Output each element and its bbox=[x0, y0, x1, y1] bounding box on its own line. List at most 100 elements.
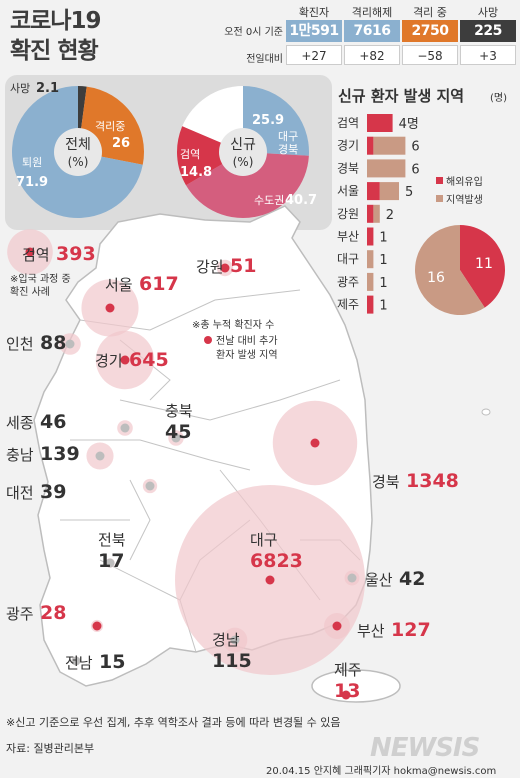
donut-slice-value: 26 bbox=[112, 136, 130, 151]
region-dot bbox=[171, 433, 181, 443]
legend-label: 지역발생 bbox=[446, 194, 483, 206]
bar-value-label: 1 bbox=[379, 299, 387, 314]
bar-value-label: 4명 bbox=[399, 117, 419, 132]
footnote: ※신고 기준으로 우선 집계, 추후 역학조사 결과 등에 따라 변경될 수 있… bbox=[6, 716, 341, 729]
region-name-label: 전남 bbox=[65, 654, 93, 672]
bar-category-label: 대구 bbox=[337, 252, 359, 266]
donut-center-label: 신규 bbox=[230, 137, 256, 153]
donut-slice bbox=[177, 126, 243, 186]
bar-segment bbox=[367, 159, 406, 178]
bar-segment bbox=[373, 136, 406, 155]
region-new-dot bbox=[105, 303, 115, 313]
stat-label-isolated: 격리 중 bbox=[413, 6, 447, 19]
donut-slice-value: 2.1 bbox=[36, 81, 59, 96]
region-value-label: 42 bbox=[399, 568, 425, 590]
region-value-label: 51 bbox=[230, 255, 256, 277]
stat-value-confirmed: 1만591 bbox=[286, 20, 342, 42]
region-name-label: 대전 bbox=[6, 484, 34, 502]
region-value-label: 139 bbox=[40, 443, 80, 465]
region-name-label: 대구 bbox=[250, 531, 278, 549]
donut-slice-label: 퇴원 bbox=[22, 156, 42, 169]
region-dot bbox=[95, 451, 105, 461]
donut-slice bbox=[185, 152, 309, 218]
bar-category-label: 강원 bbox=[337, 207, 359, 221]
map-legend-text: ※총 누적 확진자 수 bbox=[192, 319, 274, 331]
map-legend-text: 환자 발생 지역 bbox=[216, 349, 278, 361]
bar-segment bbox=[367, 182, 380, 201]
bar-value-label: 1 bbox=[379, 253, 387, 268]
region-dot bbox=[230, 635, 240, 645]
donut-slice-label: 수도권 bbox=[254, 194, 284, 207]
donut-slice-value: 40.7 bbox=[285, 193, 317, 208]
region-value-label: 13 bbox=[334, 680, 360, 702]
region-new-dot bbox=[265, 575, 275, 585]
region-name-label: 경북 bbox=[372, 473, 400, 491]
legend-swatch bbox=[436, 195, 443, 202]
stat-label-confirmed: 확진자 bbox=[298, 6, 330, 19]
bar-segment bbox=[367, 204, 374, 223]
region-value-label: 127 bbox=[391, 619, 431, 641]
bar-segment bbox=[367, 114, 393, 132]
region-name-label: 세종 bbox=[6, 414, 34, 432]
region-dot bbox=[145, 481, 155, 491]
region-new-dot bbox=[220, 263, 230, 273]
bar-value-label: 2 bbox=[386, 208, 394, 223]
donut-slice-label: 경북 bbox=[278, 143, 298, 156]
source-text: 자료: 질병관리본부 bbox=[6, 742, 95, 755]
region-new-dot bbox=[120, 355, 130, 365]
region-value-label: 115 bbox=[212, 650, 252, 672]
bar-value-label: 1 bbox=[379, 276, 387, 291]
region-value-label: 1348 bbox=[406, 470, 459, 492]
donut-center-unit: (%) bbox=[68, 155, 89, 169]
region-name-label: 제주 bbox=[334, 661, 362, 679]
region-value-label: 45 bbox=[165, 421, 191, 443]
map-legend-text: 전날 대비 추가 bbox=[216, 335, 278, 347]
region-name-label: 경기 bbox=[95, 352, 123, 370]
quarantine-note: ※입국 과정 중 bbox=[10, 272, 71, 285]
bar-category-label: 제주 bbox=[337, 298, 359, 312]
origin-pie-slice bbox=[414, 225, 485, 315]
title-line-1: 코로나19 bbox=[10, 8, 101, 34]
region-name-label: 검역 bbox=[22, 246, 50, 264]
region-value-label: 6823 bbox=[250, 550, 303, 572]
title-line-2: 확진 현황 bbox=[10, 38, 99, 64]
region-name-label: 부산 bbox=[357, 622, 385, 640]
region-value-label: 645 bbox=[129, 349, 169, 371]
region-value-label: 17 bbox=[98, 550, 124, 572]
donut-slice-label: 대구 bbox=[278, 130, 298, 143]
region-dot bbox=[120, 423, 130, 433]
origin-pie-value: 11 bbox=[475, 256, 493, 272]
total-donut: 전체 (%) 사망 2.1 격리중 26 퇴원 71.9 bbox=[10, 81, 144, 218]
bar-chart-unit: (명) bbox=[490, 92, 507, 104]
donut-slice-value: 14.8 bbox=[180, 165, 212, 180]
origin-pie-value: 16 bbox=[427, 270, 445, 286]
stat-value-deaths: 225 bbox=[460, 20, 516, 42]
region-name-label: 경남 bbox=[212, 631, 240, 649]
donut-center-label: 전체 bbox=[65, 137, 91, 153]
bar-category-label: 부산 bbox=[337, 230, 359, 244]
bar-segment bbox=[373, 204, 380, 223]
donut-center-unit: (%) bbox=[233, 155, 254, 169]
bar-segment bbox=[379, 182, 399, 201]
bar-value-label: 6 bbox=[411, 140, 419, 155]
bar-segment bbox=[367, 250, 374, 269]
stat-value-isolated: 2750 bbox=[402, 20, 458, 42]
donut-slice-label: 격리중 bbox=[95, 120, 125, 133]
stat-delta-confirmed: +27 bbox=[286, 45, 342, 65]
region-dot bbox=[105, 558, 115, 568]
region-value-label: 88 bbox=[40, 332, 66, 354]
bar-value-label: 6 bbox=[411, 162, 419, 177]
region-value-label: 39 bbox=[40, 481, 66, 503]
bar-value-label: 1 bbox=[379, 231, 387, 246]
region-value-label: 15 bbox=[99, 651, 125, 673]
bar-segment bbox=[367, 272, 374, 291]
stat-label-released: 격리해제 bbox=[351, 6, 393, 19]
bar-category-label: 경북 bbox=[337, 161, 359, 175]
region-new-dot bbox=[25, 247, 35, 257]
region-dot bbox=[347, 573, 357, 583]
